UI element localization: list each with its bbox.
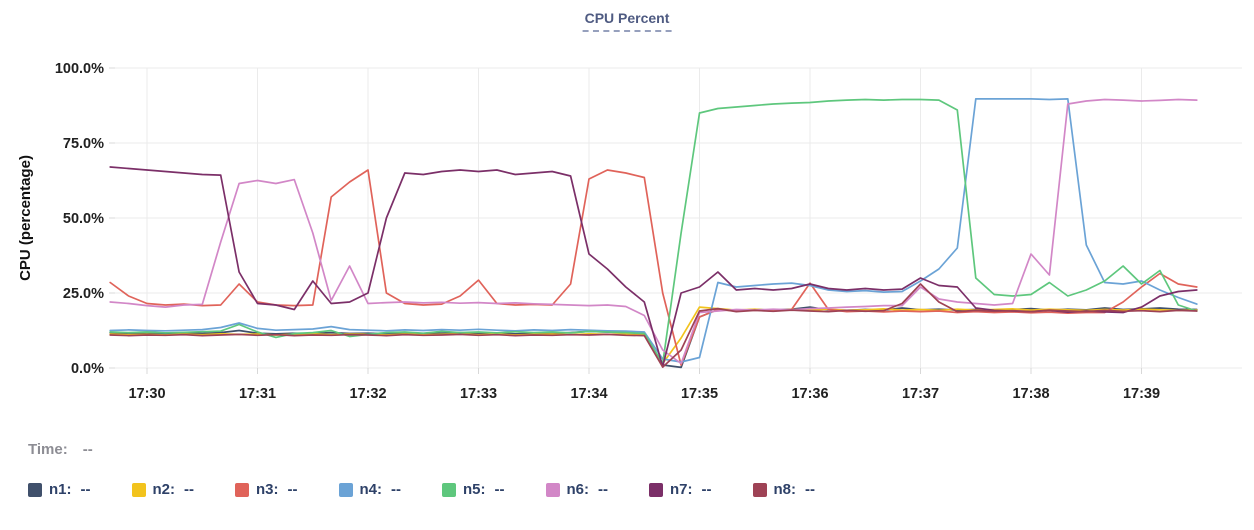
legend-value: --: [184, 481, 194, 498]
legend-value: --: [701, 481, 712, 498]
legend-item-n7[interactable]: n7: --: [649, 481, 712, 498]
cpu-chart[interactable]: 0.0% 25.0% 50.0% 75.0% 100.0% 17:30 17:31 17:32…: [0, 32, 1254, 438]
time-value: --: [82, 441, 93, 458]
y-tick-label: 25.0%: [63, 286, 104, 302]
legend-label: n4:: [359, 481, 383, 498]
y-tick-label: 75.0%: [63, 136, 104, 152]
legend-value: --: [287, 481, 298, 498]
legend-item-n3[interactable]: n3: --: [235, 481, 298, 498]
legend-value: --: [80, 481, 91, 498]
legend-label: n3:: [256, 481, 279, 498]
legend-swatch-n7: [649, 482, 663, 497]
y-tick-label: 100.0%: [55, 61, 104, 77]
legend-swatch-n2: [131, 482, 146, 497]
legend-item-n8[interactable]: n8: --: [752, 481, 815, 498]
x-tick-label: 17:37: [902, 386, 939, 402]
legend-item-n2[interactable]: n2: --: [131, 481, 194, 498]
legend-swatch-n6: [545, 482, 560, 497]
x-tick-label: 17:35: [681, 386, 718, 402]
x-tick-label: 17:33: [460, 386, 497, 402]
time-readout: Time: --: [28, 441, 93, 458]
legend-label: n6:: [566, 481, 590, 498]
legend-swatch-n4: [338, 482, 353, 497]
legend-swatch-n1: [28, 482, 42, 497]
y-tick-label: 0.0%: [71, 361, 104, 377]
x-tick-label: 17:31: [239, 386, 276, 402]
legend-swatch-n8: [752, 482, 767, 497]
legend-label: n7:: [670, 481, 693, 498]
legend-value: --: [598, 481, 608, 498]
legend-label: n8:: [773, 481, 797, 498]
legend-value: --: [805, 481, 815, 498]
y-tick-label: 50.0%: [63, 211, 104, 227]
chart-title[interactable]: CPU Percent: [582, 10, 672, 32]
legend: n1: -- n2: -- n3: -- n4: -- n5: -- n6: -- n7: -- n8: --: [28, 481, 815, 498]
legend-item-n6[interactable]: n6: --: [545, 481, 608, 498]
legend-item-n5[interactable]: n5: --: [442, 481, 505, 498]
x-tick-label: 17:34: [570, 386, 607, 402]
series-line-n8[interactable]: [109, 283, 1198, 368]
legend-value: --: [494, 481, 505, 498]
x-tick-label: 17:32: [349, 386, 386, 402]
y-axis-title: CPU (percentage): [17, 155, 34, 281]
time-label: Time:: [28, 441, 68, 458]
x-tick-label: 17:30: [128, 386, 165, 402]
series-line-n3[interactable]: [109, 169, 1198, 366]
x-tick-label: 17:38: [1012, 386, 1049, 402]
x-tick-label: 17:39: [1123, 386, 1160, 402]
legend-label: n5:: [463, 481, 486, 498]
legend-item-n4[interactable]: n4: --: [338, 481, 401, 498]
legend-label: n1:: [49, 481, 72, 498]
x-tick-label: 17:36: [791, 386, 828, 402]
legend-item-n1[interactable]: n1: --: [28, 481, 91, 498]
legend-value: --: [391, 481, 401, 498]
legend-swatch-n5: [442, 482, 456, 497]
legend-label: n2:: [152, 481, 176, 498]
legend-swatch-n3: [235, 482, 249, 497]
series-line-n4[interactable]: [109, 98, 1198, 363]
